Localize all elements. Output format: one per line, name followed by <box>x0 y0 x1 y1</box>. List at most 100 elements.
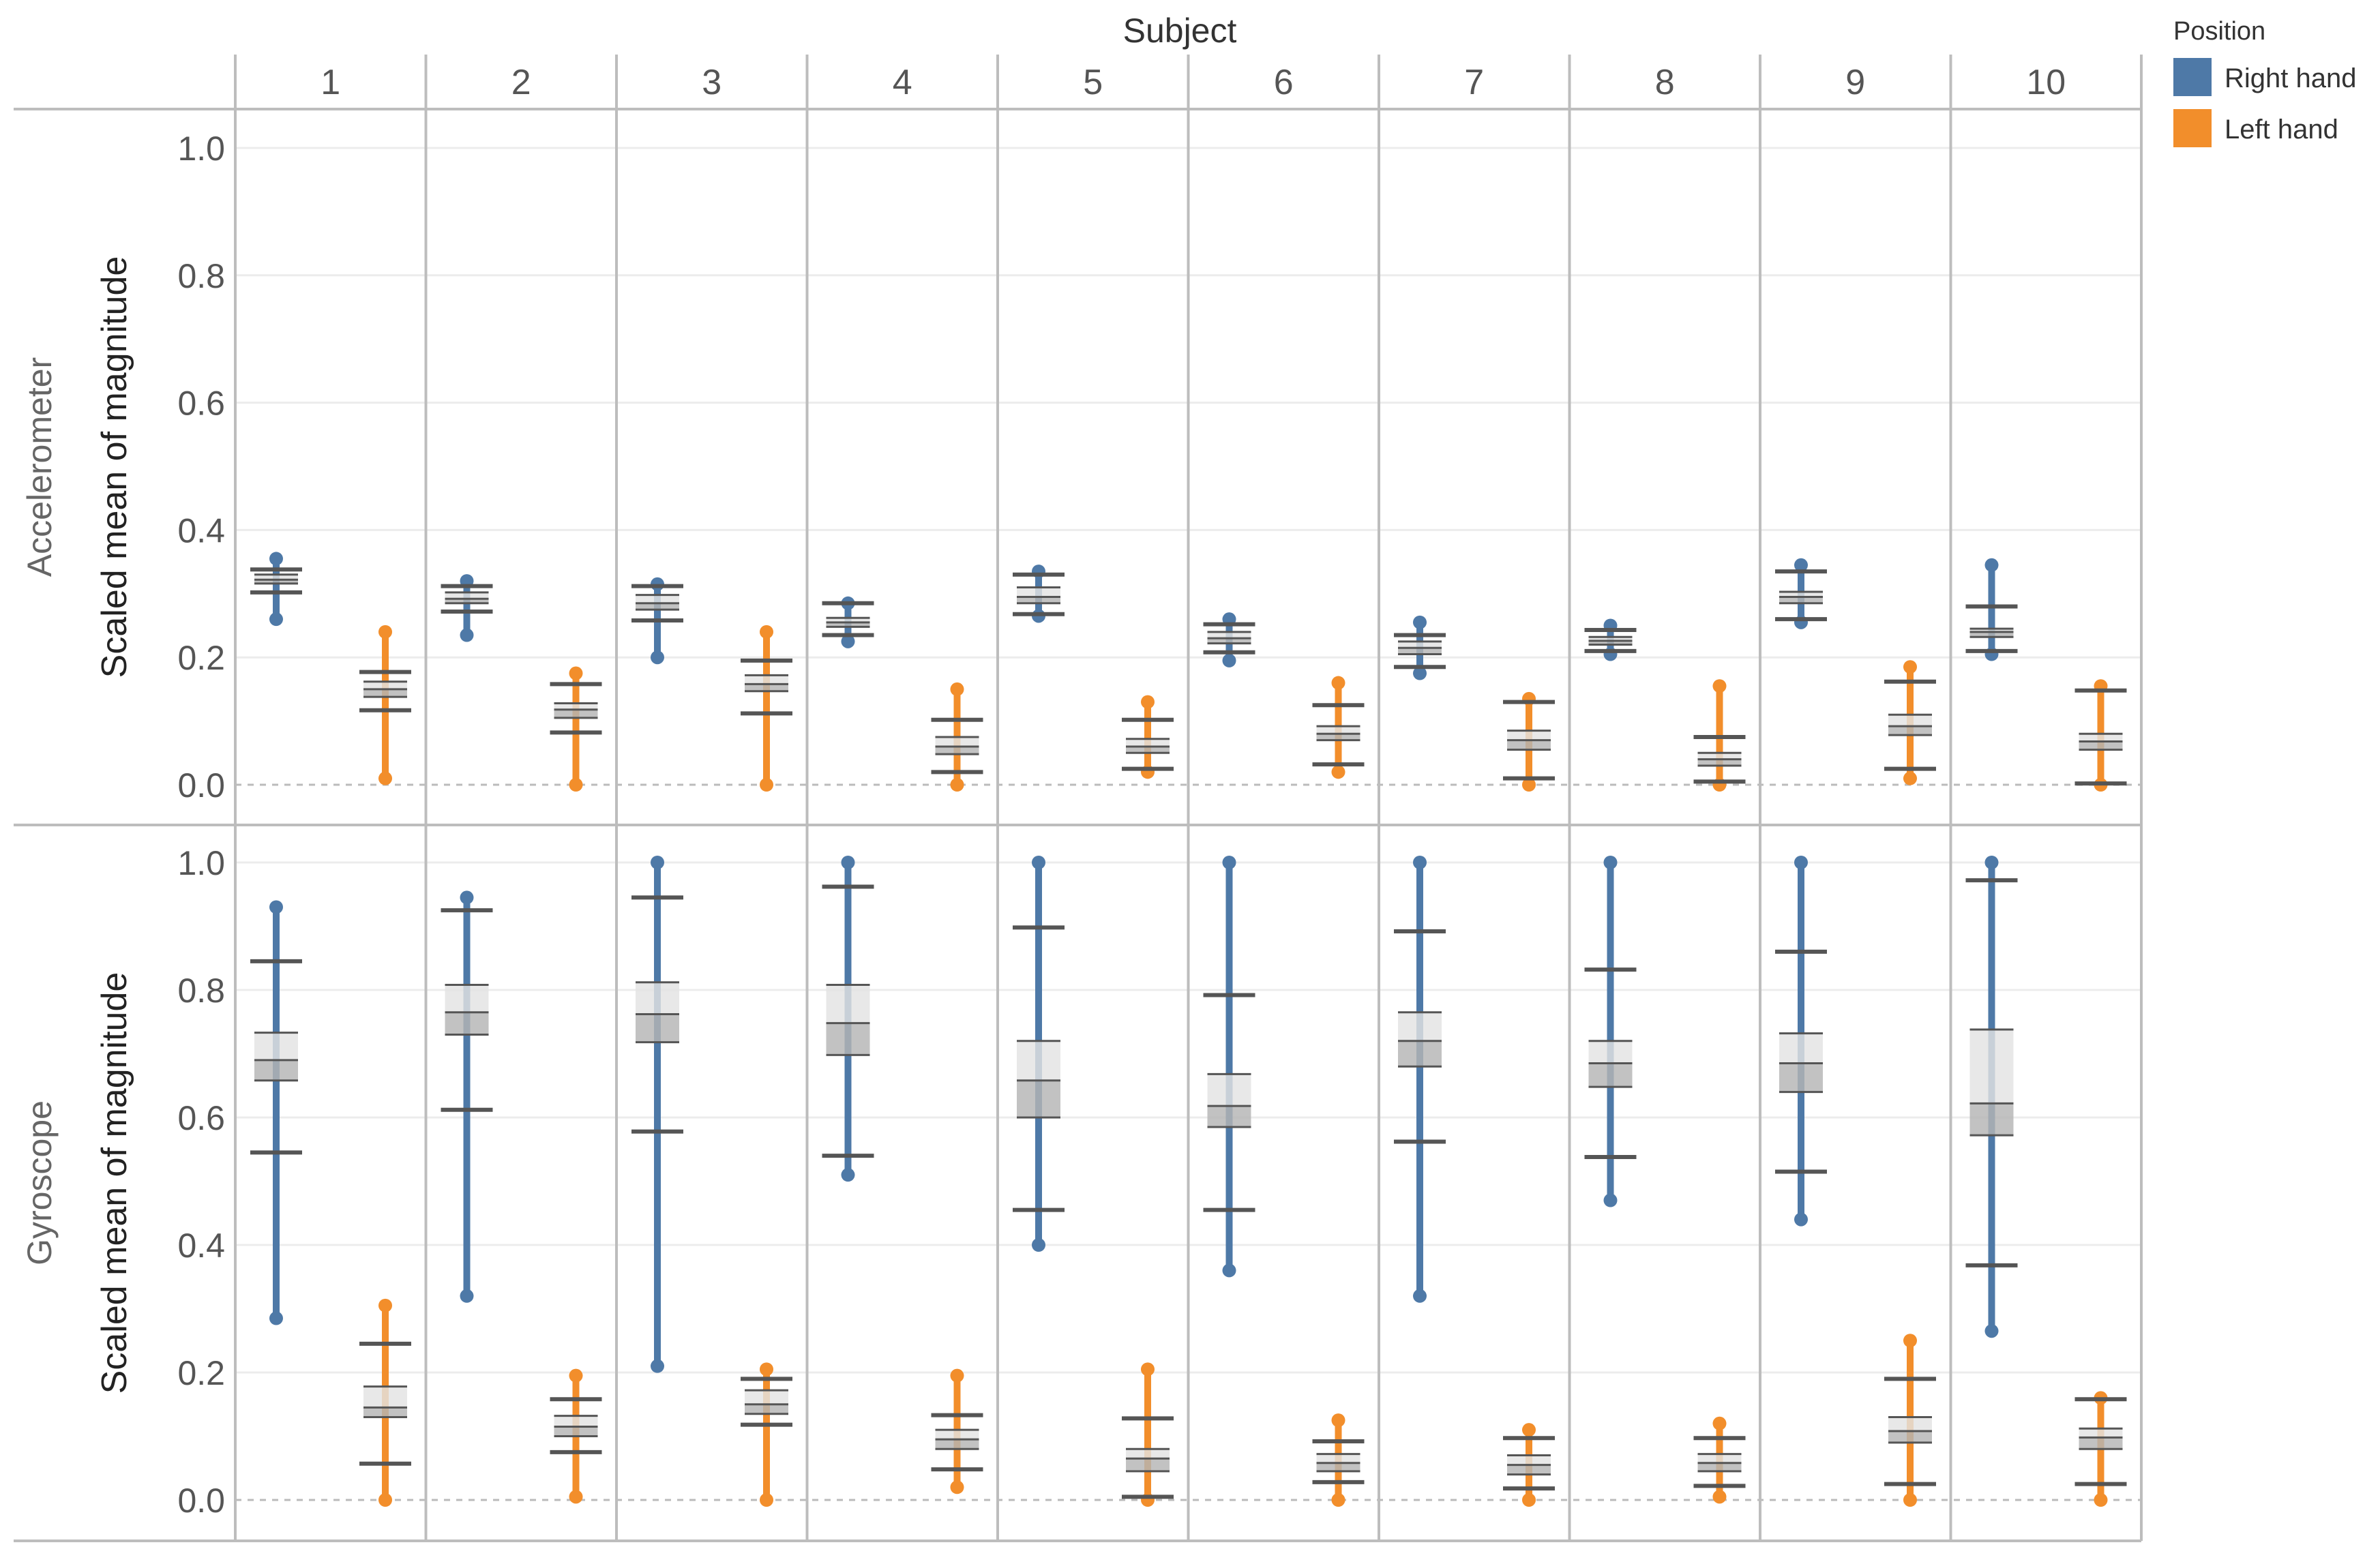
right-hand-point <box>1222 856 1236 869</box>
left-hand-point <box>1903 1493 1917 1507</box>
left-hand-box-lower <box>935 746 979 755</box>
right-hand-box-lower <box>1398 648 1442 655</box>
data-marks <box>250 552 2127 1507</box>
right-hand-point <box>841 1168 855 1182</box>
right-hand-box-upper <box>826 618 870 622</box>
subject-label: 6 <box>1274 63 1294 102</box>
left-hand-point <box>1331 1413 1345 1428</box>
right-hand-point <box>1984 1324 1999 1338</box>
left-hand-box-upper <box>554 703 598 710</box>
left-hand-box-upper <box>363 1386 407 1408</box>
left-hand-box-upper <box>1888 715 1932 727</box>
left-hand-point <box>378 1493 392 1507</box>
right-hand-box-upper <box>1398 641 1442 648</box>
left-hand-point <box>378 1298 392 1312</box>
subject-label: 2 <box>511 63 531 102</box>
left-hand-point <box>569 666 583 680</box>
left-hand-box-upper <box>1316 1454 1360 1463</box>
left-hand-box-upper <box>935 736 979 747</box>
right-hand-box-upper <box>1969 629 2014 632</box>
left-hand-box-upper <box>1697 1454 1742 1463</box>
left-hand-point <box>1903 771 1917 785</box>
right-hand-point <box>269 1311 283 1325</box>
right-hand-box-lower <box>1017 1080 1060 1117</box>
left-hand-box-lower <box>1507 1465 1551 1475</box>
chart-labels: Subject Position Right hand Left hand 1 2… <box>20 12 2356 1520</box>
left-hand-box-upper <box>363 681 407 689</box>
right-hand-point <box>269 612 283 627</box>
left-hand-point <box>1141 695 1155 709</box>
y-tick-label: 0.6 <box>177 1099 225 1137</box>
right-hand-box-upper <box>1779 1033 1823 1064</box>
y-axis-title: Scaled mean of magnitude <box>95 972 134 1394</box>
left-hand-point <box>950 1368 964 1383</box>
right-hand-point <box>1794 856 1808 869</box>
right-hand-point <box>1794 558 1808 572</box>
left-hand-box-upper <box>745 675 788 685</box>
subject-label: 10 <box>2026 63 2066 102</box>
right-hand-box-lower <box>826 1023 870 1055</box>
right-hand-point <box>269 900 283 914</box>
left-hand-box-lower <box>1316 1462 1360 1471</box>
right-hand-box-lower <box>826 622 870 627</box>
left-hand-point <box>760 625 773 639</box>
right-hand-box-lower <box>1207 1106 1251 1128</box>
left-hand-box-lower <box>1697 1462 1742 1471</box>
panel-row-label: Gyroscope <box>20 1100 59 1265</box>
left-hand-point <box>1331 676 1345 690</box>
right-hand-box-upper <box>1779 591 1823 597</box>
right-hand-point <box>651 856 664 869</box>
right-hand-box-upper <box>254 1032 298 1060</box>
left-hand-point <box>1331 765 1345 779</box>
right-hand-point <box>1984 558 1999 572</box>
right-hand-point <box>1413 1289 1427 1303</box>
left-hand-point <box>2094 1493 2108 1507</box>
right-hand-box-upper <box>1588 637 1633 641</box>
right-hand-point <box>651 650 664 665</box>
subject-label: 9 <box>1845 63 1865 102</box>
left-hand-box-upper <box>1888 1417 1932 1432</box>
y-tick-label: 0.0 <box>177 1482 225 1520</box>
left-hand-point <box>1141 1362 1155 1377</box>
y-tick-label: 1.0 <box>177 844 225 882</box>
left-hand-point <box>1331 1493 1345 1507</box>
right-hand-box-lower <box>636 1014 679 1042</box>
right-hand-box-upper <box>1969 1029 2014 1104</box>
y-tick-label: 0.8 <box>177 257 225 295</box>
left-hand-point <box>760 1362 773 1377</box>
right-hand-point <box>460 890 474 905</box>
right-hand-point <box>1032 1238 1045 1252</box>
right-hand-box-upper <box>636 982 679 1015</box>
left-hand-box-lower <box>363 1407 407 1417</box>
y-tick-label: 0.4 <box>177 1227 225 1265</box>
left-hand-box-lower <box>1888 1431 1932 1443</box>
left-hand-box-lower <box>745 684 788 691</box>
legend-title: Position <box>2173 17 2265 46</box>
legend-swatch-right-hand <box>2173 58 2212 96</box>
right-hand-point <box>460 1289 474 1303</box>
left-hand-box-lower <box>554 709 598 718</box>
right-hand-box-upper <box>445 592 489 599</box>
y-tick-label: 0.2 <box>177 639 225 677</box>
left-hand-point <box>950 778 964 792</box>
left-hand-box-lower <box>1888 726 1932 736</box>
left-hand-box-lower <box>745 1404 788 1414</box>
right-hand-box-lower <box>445 1012 489 1035</box>
left-hand-box-lower <box>1126 746 1170 753</box>
left-hand-box-lower <box>363 689 407 697</box>
left-hand-box-upper <box>2079 1428 2123 1438</box>
left-hand-point <box>1712 1490 1727 1504</box>
left-hand-box-lower <box>935 1439 979 1450</box>
subject-label: 3 <box>702 63 722 102</box>
right-hand-box-lower <box>1588 1063 1633 1087</box>
left-hand-point <box>1712 1416 1727 1430</box>
left-hand-point <box>1712 679 1727 693</box>
left-hand-point <box>569 1368 583 1383</box>
right-hand-box-upper <box>1398 1012 1442 1041</box>
legend-label-right-hand: Right hand <box>2225 63 2356 93</box>
right-hand-box-upper <box>1017 1040 1060 1081</box>
y-tick-label: 0.4 <box>177 511 225 550</box>
left-hand-box-upper <box>1697 753 1742 760</box>
right-hand-box-upper <box>1207 1074 1251 1107</box>
left-hand-point <box>569 778 583 792</box>
